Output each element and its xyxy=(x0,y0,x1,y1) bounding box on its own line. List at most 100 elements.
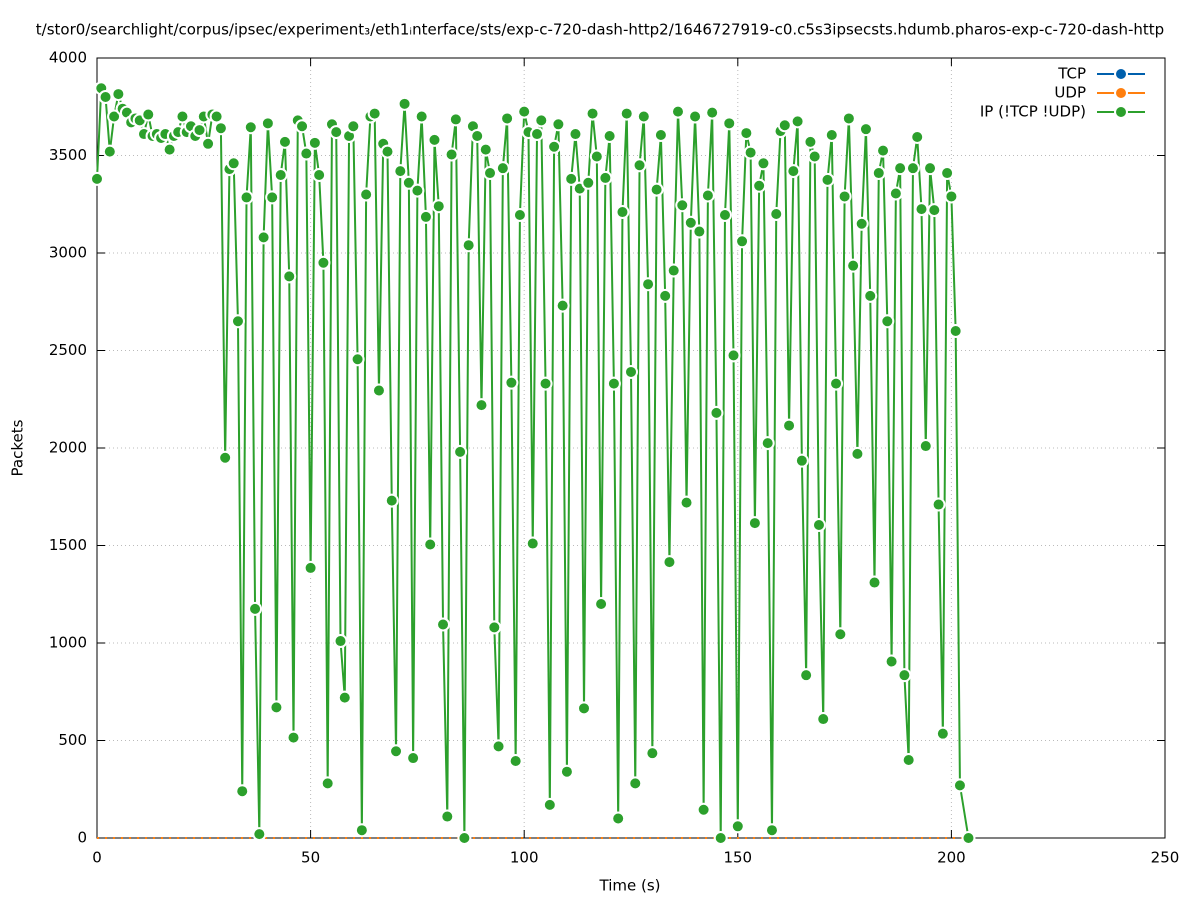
data-point xyxy=(418,209,433,224)
data-point xyxy=(525,536,540,551)
data-point xyxy=(269,700,284,715)
data-point xyxy=(786,164,801,179)
data-point xyxy=(679,495,694,510)
data-point xyxy=(670,104,685,119)
data-point xyxy=(389,744,404,759)
data-point xyxy=(867,575,882,590)
data-point xyxy=(359,187,374,202)
data-point xyxy=(829,376,844,391)
data-point xyxy=(538,376,553,391)
y-tick-label: 0 xyxy=(77,829,87,847)
data-point xyxy=(209,109,224,124)
data-point xyxy=(931,497,946,512)
data-point xyxy=(337,690,352,705)
data-point xyxy=(98,90,113,104)
x-tick-label: 150 xyxy=(723,849,752,867)
data-point xyxy=(175,109,190,124)
data-point xyxy=(688,109,703,124)
data-point xyxy=(406,751,421,766)
data-point xyxy=(756,156,771,171)
data-point xyxy=(713,831,728,845)
data-point xyxy=(367,106,382,121)
data-point xyxy=(410,183,425,198)
data-point xyxy=(850,446,865,461)
data-point xyxy=(884,654,899,669)
data-point xyxy=(239,190,254,205)
data-point xyxy=(594,597,609,611)
data-point xyxy=(559,764,574,779)
data-point xyxy=(504,375,519,390)
data-point xyxy=(448,112,463,127)
data-point xyxy=(508,753,523,768)
data-point xyxy=(218,450,233,465)
data-point xyxy=(914,202,929,217)
data-point xyxy=(333,634,348,649)
data-point xyxy=(918,439,933,454)
data-point xyxy=(675,198,690,213)
data-point xyxy=(705,105,720,120)
data-point xyxy=(632,158,647,173)
data-point xyxy=(777,118,792,133)
data-point xyxy=(487,620,502,635)
data-point xyxy=(282,269,297,284)
data-point xyxy=(811,518,826,533)
data-point xyxy=(265,190,280,205)
data-point xyxy=(730,819,745,834)
data-point xyxy=(230,314,245,329)
data-point xyxy=(653,128,668,143)
data-point xyxy=(628,776,643,791)
x-tick-label: 250 xyxy=(1151,849,1180,867)
data-point xyxy=(952,778,967,793)
x-tick-label: 50 xyxy=(301,849,320,867)
data-point xyxy=(658,288,673,303)
series-line xyxy=(96,87,970,839)
data-point xyxy=(256,230,271,245)
data-point xyxy=(111,87,126,102)
data-point xyxy=(901,753,916,767)
data-point xyxy=(530,127,545,142)
data-point xyxy=(717,207,732,222)
data-point xyxy=(598,170,613,185)
data-point xyxy=(739,126,754,141)
data-point xyxy=(726,348,741,363)
data-point xyxy=(752,178,767,193)
data-point xyxy=(444,147,459,162)
data-point xyxy=(286,730,301,745)
data-point xyxy=(923,161,938,176)
data-point xyxy=(547,139,562,154)
data-point xyxy=(329,125,344,140)
data-point xyxy=(350,352,365,367)
plot-frame xyxy=(96,57,1166,839)
data-point xyxy=(858,122,873,137)
data-point xyxy=(500,111,515,126)
legend-label: IP (!TCP !UDP) xyxy=(980,103,1086,121)
data-point xyxy=(696,802,711,817)
data-point xyxy=(944,189,959,204)
data-point xyxy=(619,106,634,121)
data-point xyxy=(905,161,920,176)
data-point xyxy=(551,117,566,132)
data-point xyxy=(615,205,630,220)
data-point xyxy=(649,182,664,197)
data-point xyxy=(248,601,263,616)
data-point xyxy=(273,168,288,182)
data-point xyxy=(709,405,724,420)
data-point xyxy=(700,188,715,203)
data-point xyxy=(948,324,963,338)
data-point xyxy=(692,224,707,239)
y-tick-label: 4000 xyxy=(49,49,87,67)
y-tick-label: 1000 xyxy=(49,634,87,652)
data-point xyxy=(863,288,878,303)
data-point xyxy=(320,776,335,791)
data-point xyxy=(401,175,416,190)
data-point xyxy=(645,746,660,761)
data-point xyxy=(722,116,737,131)
data-point xyxy=(897,668,912,683)
data-point xyxy=(735,234,750,249)
y-tick-label: 2000 xyxy=(49,439,87,457)
data-point xyxy=(794,453,809,468)
y-tick-label: 1500 xyxy=(49,536,87,554)
data-point xyxy=(346,119,361,134)
data-point xyxy=(431,199,446,214)
